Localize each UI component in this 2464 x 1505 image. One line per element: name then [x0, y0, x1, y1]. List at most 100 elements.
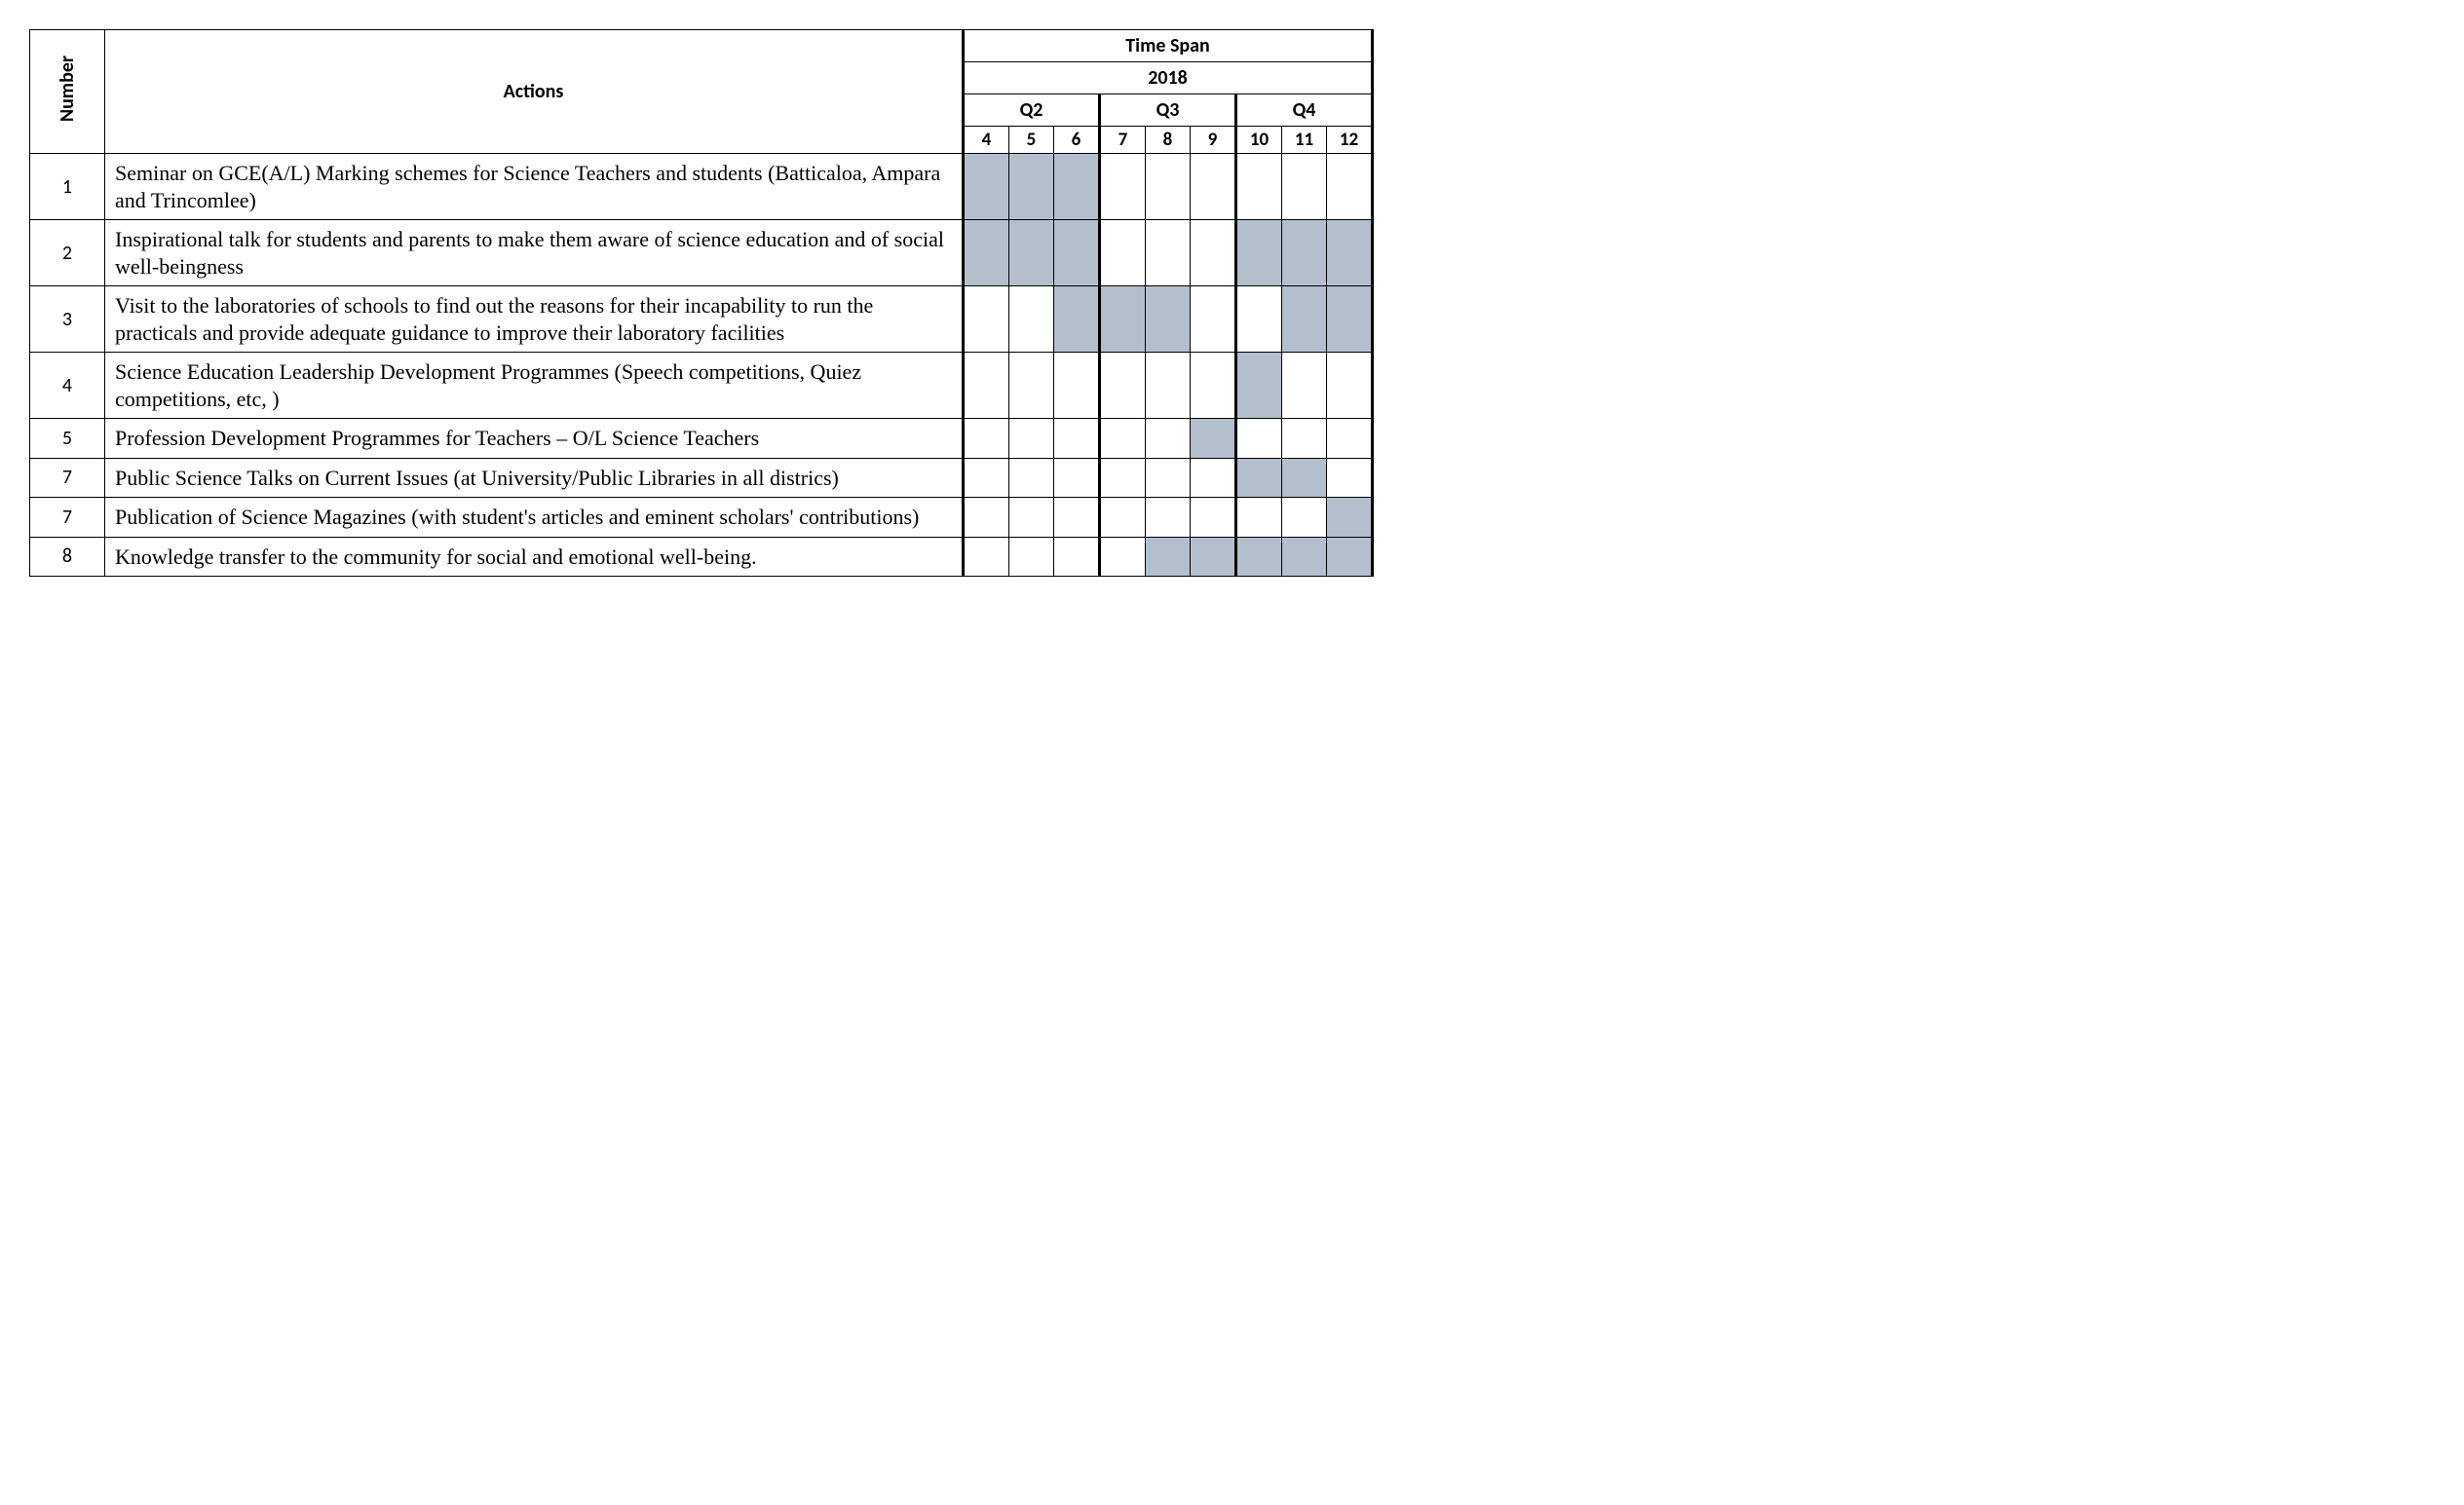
gantt-cell: [1236, 353, 1282, 419]
row-action: Publication of Science Magazines (with s…: [105, 498, 964, 538]
gantt-cell: [1327, 419, 1373, 459]
table-row: 2Inspirational talk for students and par…: [30, 220, 1373, 286]
row-action: Profession Development Programmes for Te…: [105, 419, 964, 459]
gantt-cell: [1327, 154, 1373, 220]
gantt-cell: [1327, 286, 1373, 353]
gantt-cell: [1009, 154, 1054, 220]
gantt-cell: [1282, 458, 1327, 498]
gantt-cell: [1100, 537, 1146, 577]
gantt-cell: [1236, 154, 1282, 220]
header-timespan: Time Span: [964, 30, 1373, 62]
gantt-cell: [964, 220, 1009, 286]
row-number: 5: [30, 419, 105, 459]
table-row: 8Knowledge transfer to the community for…: [30, 537, 1373, 577]
gantt-cell: [1009, 353, 1054, 419]
gantt-cell: [1100, 286, 1146, 353]
row-action: Public Science Talks on Current Issues (…: [105, 458, 964, 498]
gantt-cell: [1236, 498, 1282, 538]
gantt-cell: [1054, 537, 1100, 577]
gantt-cell: [964, 458, 1009, 498]
gantt-cell: [1100, 220, 1146, 286]
gantt-cell: [1054, 286, 1100, 353]
row-action: Visit to the laboratories of schools to …: [105, 286, 964, 353]
gantt-cell: [1191, 498, 1236, 538]
gantt-cell: [1146, 220, 1191, 286]
gantt-cell: [1100, 498, 1146, 538]
gantt-cell: [1282, 419, 1327, 459]
header-q2: Q2: [964, 94, 1100, 127]
header-year: 2018: [964, 62, 1373, 94]
gantt-cell: [964, 498, 1009, 538]
header-month-6: 6: [1054, 127, 1100, 154]
row-number: 7: [30, 498, 105, 538]
table-body: 1Seminar on GCE(A/L) Marking schemes for…: [30, 154, 1373, 577]
gantt-cell: [1009, 498, 1054, 538]
gantt-cell: [964, 353, 1009, 419]
gantt-cell: [1100, 419, 1146, 459]
gantt-cell: [1009, 220, 1054, 286]
gantt-cell: [1100, 154, 1146, 220]
gantt-cell: [1236, 220, 1282, 286]
header-month-4: 4: [964, 127, 1009, 154]
header-number-label: Number: [56, 56, 79, 122]
gantt-cell: [1146, 419, 1191, 459]
table-row: 1Seminar on GCE(A/L) Marking schemes for…: [30, 154, 1373, 220]
gantt-cell: [1054, 353, 1100, 419]
row-number: 1: [30, 154, 105, 220]
gantt-cell: [1054, 220, 1100, 286]
gantt-cell: [1146, 498, 1191, 538]
header-month-12: 12: [1327, 127, 1373, 154]
header-q3: Q3: [1100, 94, 1236, 127]
gantt-cell: [1282, 498, 1327, 538]
gantt-cell: [964, 286, 1009, 353]
gantt-cell: [1009, 286, 1054, 353]
table-row: 4Science Education Leadership Developmen…: [30, 353, 1373, 419]
gantt-cell: [1327, 498, 1373, 538]
gantt-cell: [1146, 458, 1191, 498]
row-action: Seminar on GCE(A/L) Marking schemes for …: [105, 154, 964, 220]
row-action: Knowledge transfer to the community for …: [105, 537, 964, 577]
gantt-cell: [1054, 498, 1100, 538]
gantt-cell: [1054, 154, 1100, 220]
row-number: 7: [30, 458, 105, 498]
gantt-cell: [964, 154, 1009, 220]
row-number: 2: [30, 220, 105, 286]
row-action: Science Education Leadership Development…: [105, 353, 964, 419]
gantt-cell: [1146, 353, 1191, 419]
gantt-cell: [1191, 286, 1236, 353]
gantt-cell: [1146, 154, 1191, 220]
gantt-cell: [1282, 154, 1327, 220]
gantt-cell: [1191, 537, 1236, 577]
row-number: 3: [30, 286, 105, 353]
gantt-cell: [1009, 458, 1054, 498]
gantt-cell: [1054, 458, 1100, 498]
gantt-cell: [1327, 537, 1373, 577]
header-month-10: 10: [1236, 127, 1282, 154]
table-row: 7Public Science Talks on Current Issues …: [30, 458, 1373, 498]
table-row: 3Visit to the laboratories of schools to…: [30, 286, 1373, 353]
gantt-cell: [1282, 537, 1327, 577]
header-month-7: 7: [1100, 127, 1146, 154]
gantt-cell: [1236, 419, 1282, 459]
gantt-cell: [1236, 458, 1282, 498]
row-number: 4: [30, 353, 105, 419]
gantt-cell: [1009, 537, 1054, 577]
header-month-5: 5: [1009, 127, 1054, 154]
gantt-table: Number Actions Time Span 2018 Q2 Q3 Q4 4…: [29, 29, 1374, 577]
gantt-cell: [1236, 537, 1282, 577]
header-number: Number: [30, 30, 105, 154]
header-month-8: 8: [1146, 127, 1191, 154]
table-row: 5Profession Development Programmes for T…: [30, 419, 1373, 459]
gantt-cell: [1327, 458, 1373, 498]
gantt-cell: [1054, 419, 1100, 459]
gantt-cell: [1009, 419, 1054, 459]
header-actions: Actions: [105, 30, 964, 154]
header-q4: Q4: [1236, 94, 1373, 127]
gantt-cell: [1191, 154, 1236, 220]
gantt-cell: [1100, 458, 1146, 498]
gantt-cell: [1146, 286, 1191, 353]
gantt-cell: [1146, 537, 1191, 577]
row-number: 8: [30, 537, 105, 577]
header-month-11: 11: [1282, 127, 1327, 154]
gantt-cell: [964, 537, 1009, 577]
